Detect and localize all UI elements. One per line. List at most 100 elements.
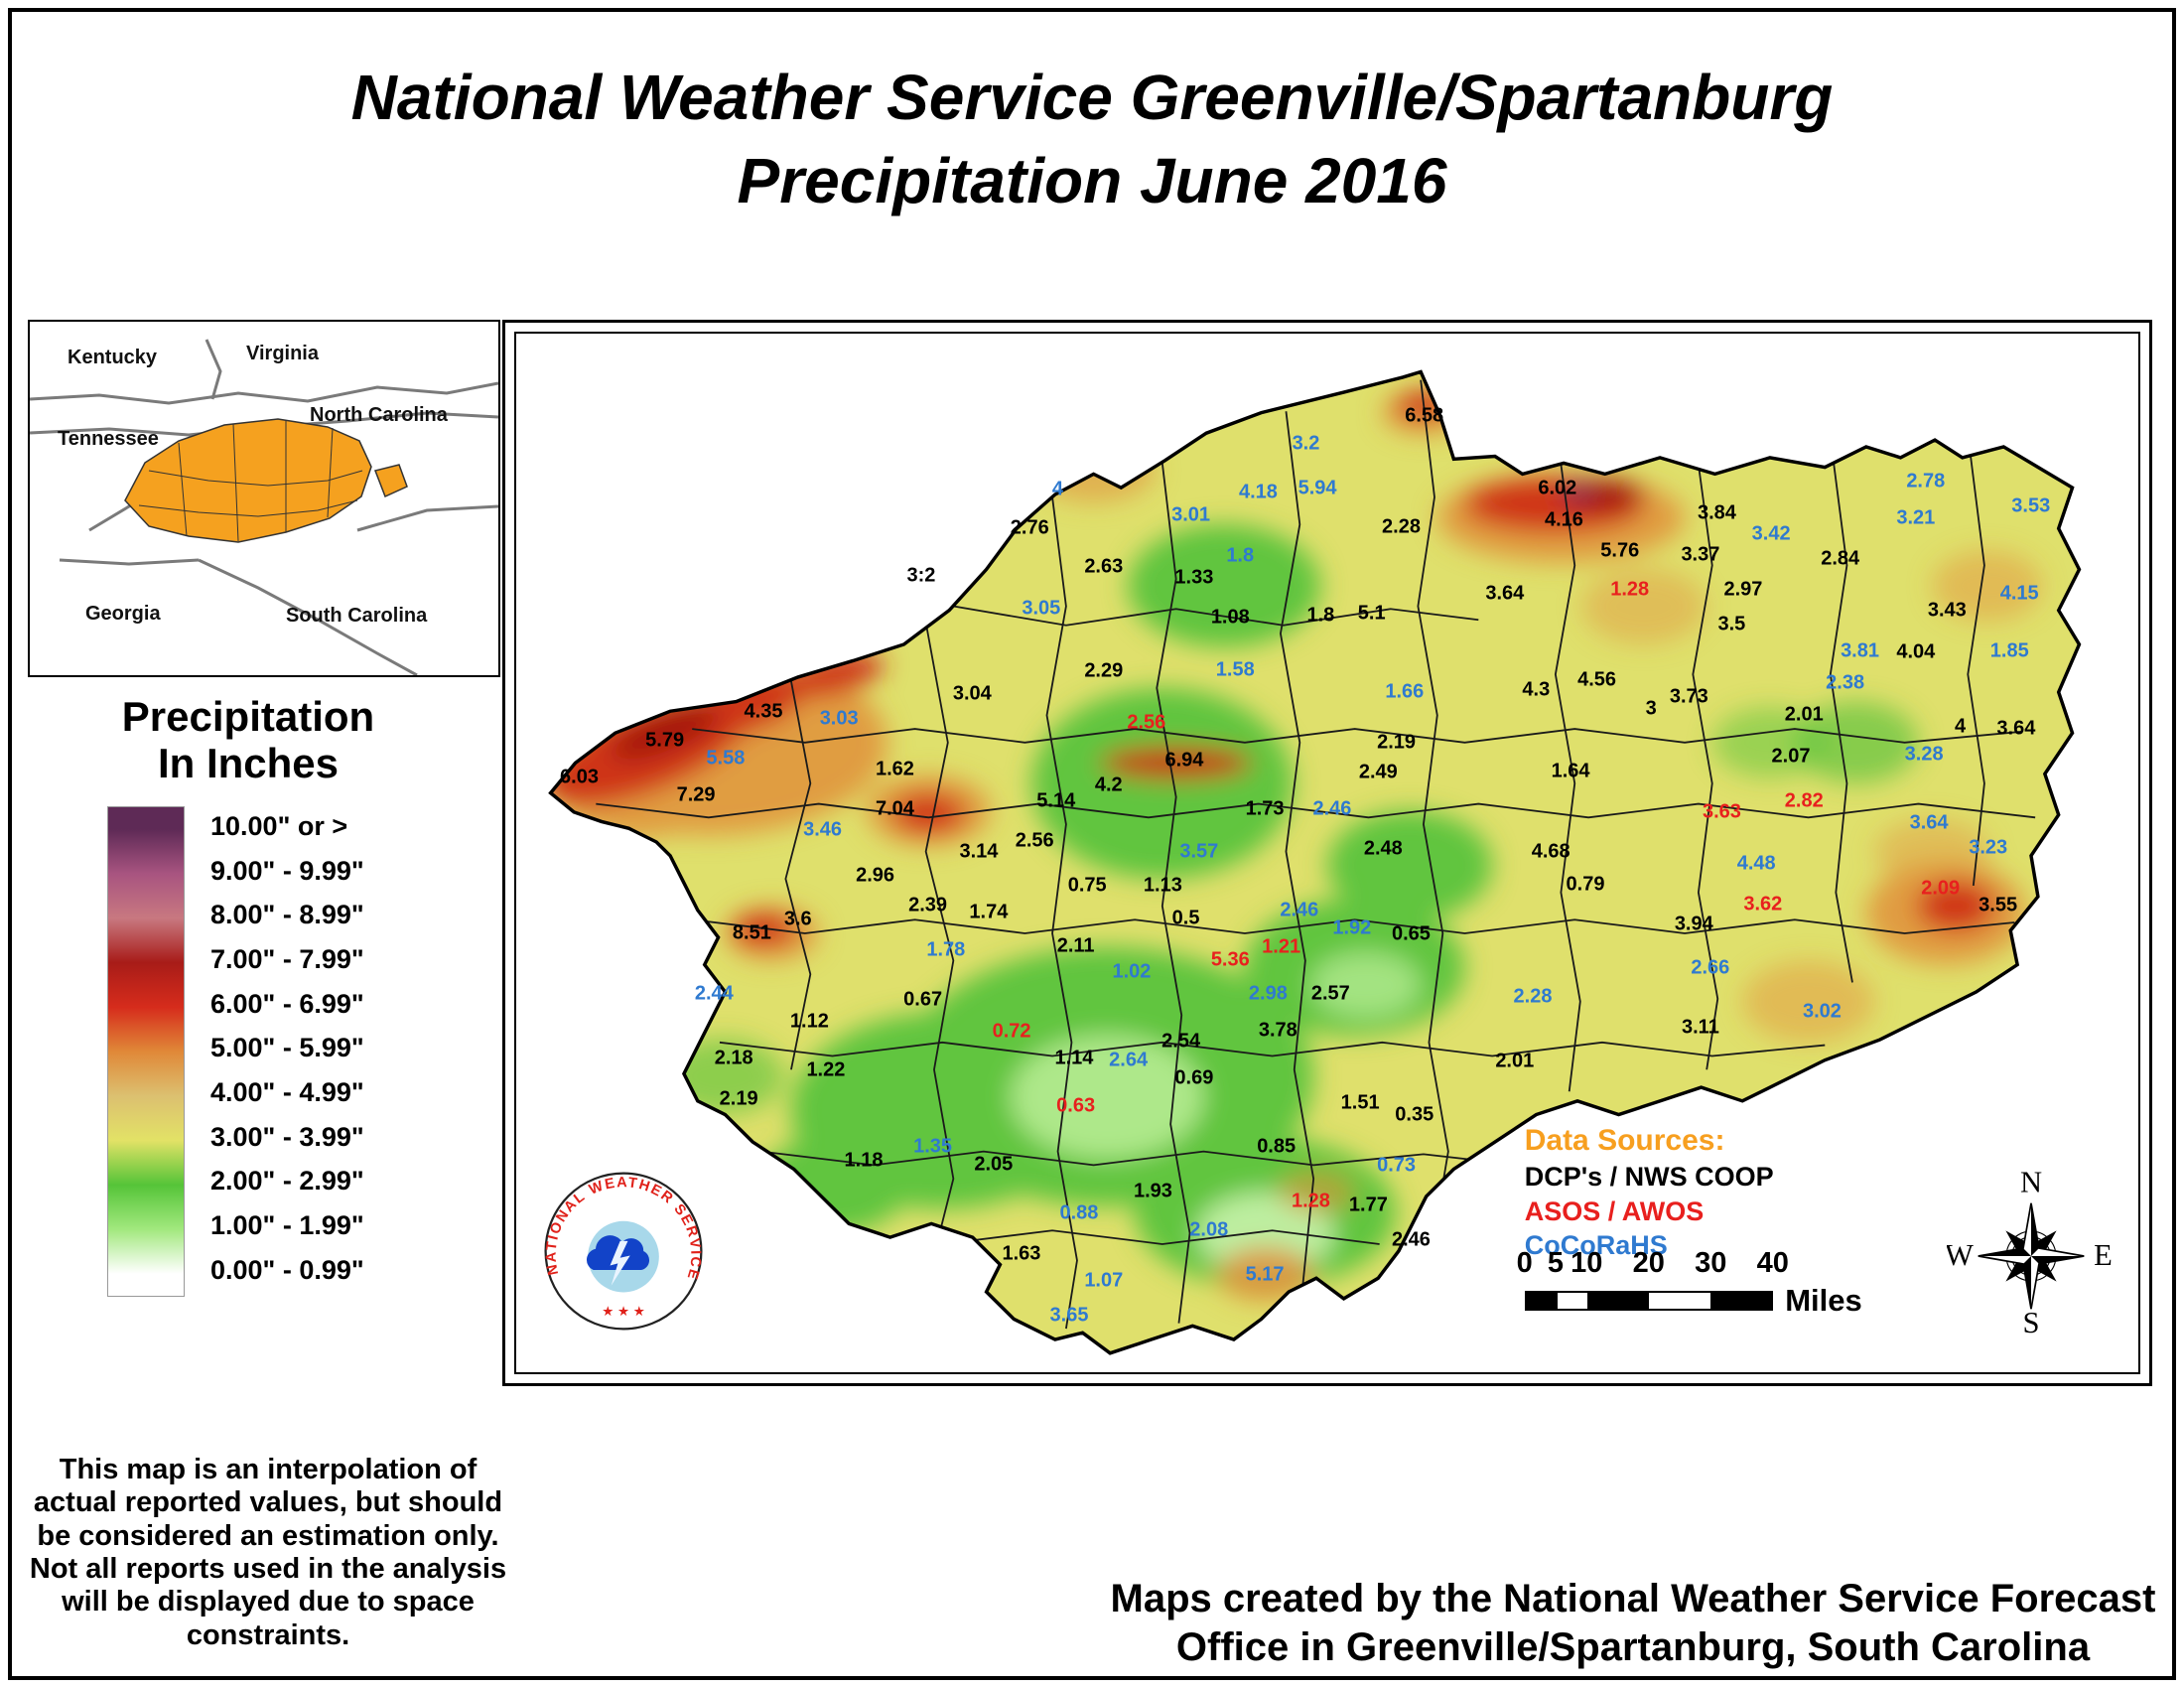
station-value: 7.04	[876, 797, 914, 820]
station-value: 2.07	[1771, 745, 1811, 768]
station-value: 5.58	[706, 747, 746, 770]
station-value: 1.08	[1210, 606, 1250, 629]
scalebar: 0 5 10 20 30 40 Miles	[1517, 1247, 1862, 1319]
inset-state-label: Virginia	[246, 343, 320, 364]
station-value: 0.65	[1391, 922, 1431, 945]
legend-entry: 6.00" - 6.99"	[210, 988, 364, 1019]
station-value: 0.75	[1067, 874, 1107, 897]
station-value: 3.37	[1681, 543, 1720, 566]
station-value: 4.56	[1577, 668, 1617, 691]
station-value: 1.12	[789, 1010, 829, 1033]
station-value: 3.81	[1841, 639, 1879, 662]
station-value: 1.21	[1262, 935, 1301, 958]
legend-entry: 7.00" - 7.99"	[210, 943, 364, 974]
station-value: 2.66	[1691, 956, 1730, 979]
station-value: 4	[1051, 478, 1063, 500]
station-value: 2.98	[1248, 982, 1288, 1005]
station-value: 3.14	[959, 840, 999, 863]
legend-entry: 5.00" - 5.99"	[210, 1033, 364, 1063]
inset-state-label: North Carolina	[310, 404, 449, 426]
station-value: 2.84	[1821, 547, 1860, 570]
station-value: 0.79	[1566, 873, 1605, 896]
data-source-item: CoCoRaHS	[1524, 1230, 1668, 1261]
station-value: 2.78	[1906, 470, 1946, 492]
station-value: 2.56	[1127, 711, 1166, 734]
station-value: 2.56	[1015, 829, 1054, 852]
station-layer: 6.58 2.76 2.63 1.33 3:2 1.08 1.8 5.1 2.28 6.02 4.1…	[505, 323, 2149, 1383]
station-value: 2.49	[1358, 761, 1398, 783]
credit-text: Maps created by the National Weather Ser…	[1110, 1577, 2156, 1669]
nws-logo: NATIONAL WEATHER SERVICE ★ ★ ★	[544, 1171, 703, 1331]
station-value: 8.51	[732, 921, 771, 944]
page-title: National Weather Service Greenville/Spar…	[0, 56, 2184, 223]
station-value: 2.64	[1109, 1049, 1149, 1071]
station-value: 3.84	[1698, 501, 1736, 524]
station-value: 3.04	[952, 682, 992, 705]
station-value: 7.29	[676, 783, 716, 806]
legend-entry: 0.00" - 0.99"	[210, 1254, 364, 1285]
scalebar-ticks: 0 5 10 20 30 40	[1517, 1247, 1789, 1283]
station-value: 3.55	[1979, 894, 2018, 916]
station-value: 1.62	[876, 758, 914, 780]
compass-s-label: S	[2022, 1306, 2039, 1339]
station-value: 3.73	[1669, 685, 1708, 708]
station-value: 1.74	[969, 901, 1009, 923]
station-value: 3.65	[1049, 1304, 1089, 1327]
station-value: 3.6	[783, 908, 812, 930]
data-sources-legend: Data Sources: DCP's / NWS COOP ASOS / AWO…	[1525, 1123, 1774, 1262]
inset-state-label: South Carolina	[286, 605, 428, 627]
station-value: 2.57	[1310, 982, 1350, 1005]
scalebar-tick: 5	[1547, 1247, 1565, 1280]
station-value: 1.28	[1610, 578, 1650, 601]
station-value: 2.11	[1056, 934, 1095, 957]
station-value: 3.64	[1485, 582, 1525, 605]
station-value: 4.3	[1522, 678, 1551, 701]
station-value: 6.02	[1538, 477, 1577, 499]
station-value: 1.33	[1174, 566, 1214, 589]
station-value: 3.2	[1292, 432, 1320, 455]
station-value: 2.96	[856, 864, 895, 887]
station-value: 2.01	[1495, 1050, 1535, 1072]
station-value: 3.57	[1179, 840, 1219, 863]
scalebar-tick: 40	[1756, 1247, 1789, 1280]
station-value: 2.46	[1312, 797, 1352, 820]
legend-title: Precipitation In Inches	[121, 693, 375, 787]
station-value: 2.48	[1363, 837, 1403, 860]
station-value: 5.94	[1297, 477, 1337, 499]
station-value: 4.2	[1094, 774, 1123, 796]
station-value: 1.51	[1340, 1091, 1380, 1114]
scalebar-tick: 0	[1516, 1247, 1533, 1280]
station-value: 3.28	[1904, 743, 1944, 766]
station-value: 2.08	[1189, 1218, 1229, 1241]
station-value: 5.36	[1210, 948, 1250, 971]
scalebar-unit: Miles	[1785, 1283, 1862, 1319]
station-value: 4.48	[1736, 852, 1776, 875]
station-value: 3.64	[1996, 717, 2036, 740]
station-value: 0.85	[1257, 1135, 1297, 1158]
station-value: 2.38	[1826, 671, 1865, 694]
station-value: 3.11	[1681, 1016, 1719, 1039]
station-value: 0.73	[1377, 1154, 1417, 1177]
title-line-1: National Weather Service Greenville/Spar…	[350, 62, 1834, 133]
cwa-outline	[548, 369, 2082, 1355]
station-value: 3.21	[1896, 506, 1936, 528]
station-value: 1.35	[913, 1135, 953, 1158]
station-value: 5.79	[645, 729, 685, 752]
station-value: 1.92	[1332, 916, 1372, 939]
station-value: 2.19	[1377, 731, 1417, 754]
station-value: 3.53	[2011, 494, 2051, 517]
compass-e-label: E	[2094, 1238, 2113, 1272]
station-value: 1.93	[1133, 1180, 1172, 1202]
scalebar-tick: 10	[1570, 1247, 1603, 1280]
station-value: 3.02	[1802, 1000, 1842, 1023]
inset-state-label: Kentucky	[68, 347, 158, 368]
station-value: 4.15	[1999, 582, 2039, 605]
station-value: 3.46	[803, 818, 843, 840]
station-value: 2.05	[974, 1153, 1014, 1176]
precip-map-svg	[548, 369, 2082, 1355]
station-value: 0.88	[1059, 1201, 1099, 1224]
station-value: 0.67	[903, 988, 943, 1011]
station-value: 4.18	[1238, 481, 1278, 503]
station-value: 3	[1645, 697, 1657, 720]
